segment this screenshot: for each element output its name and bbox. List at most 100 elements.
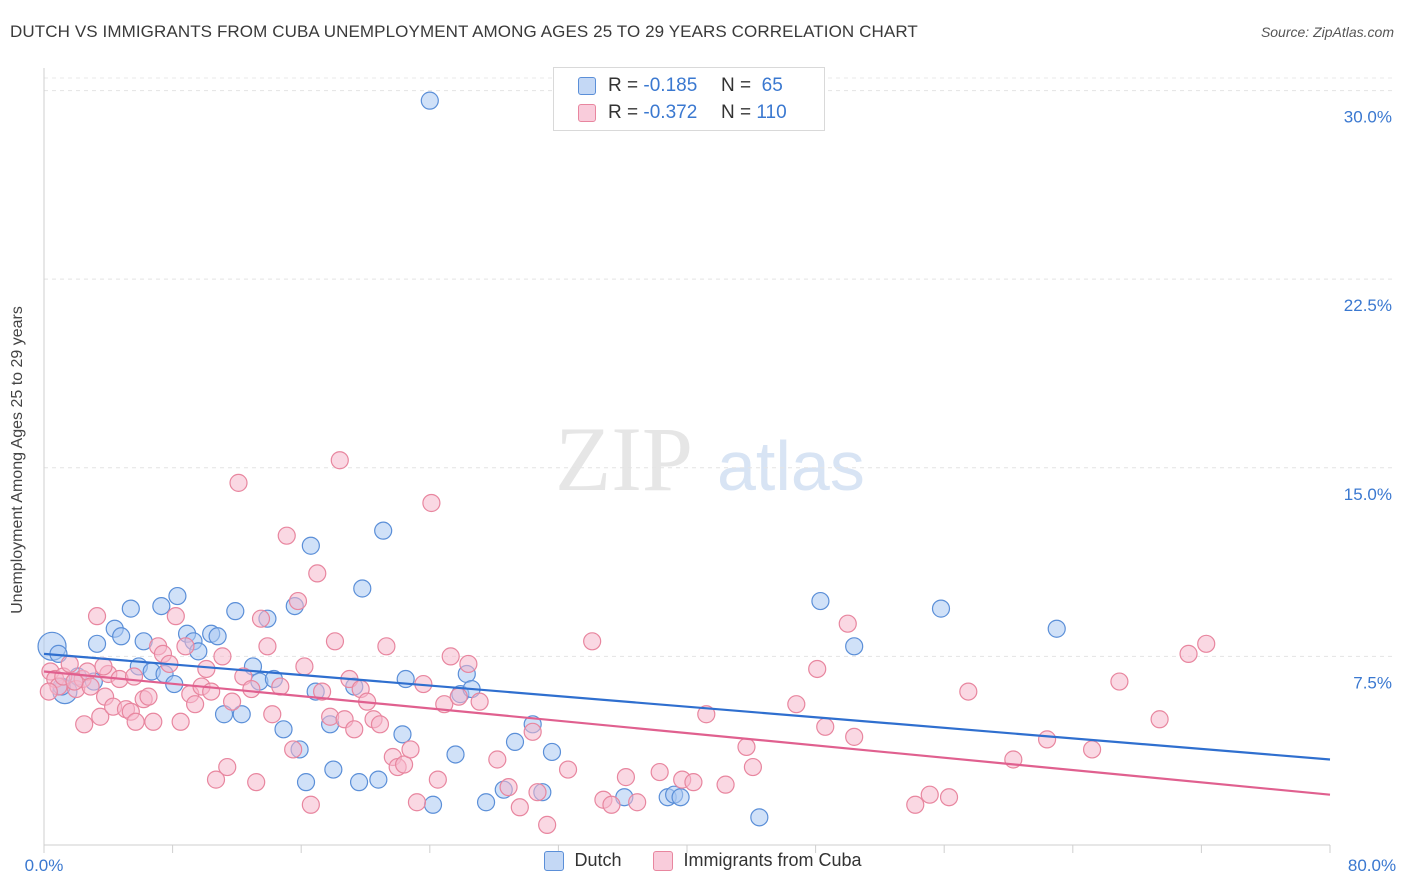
cuba-point xyxy=(538,815,557,834)
cuba-point xyxy=(628,793,647,812)
cuba-point xyxy=(60,654,79,674)
dutch-point xyxy=(121,599,140,618)
cuba-point xyxy=(284,740,303,759)
cuba-point xyxy=(743,757,763,777)
cuba-point xyxy=(583,632,602,651)
legend-r-label: R = xyxy=(608,102,639,123)
cuba-point xyxy=(301,795,320,814)
legend-n-label: N = xyxy=(721,75,752,96)
cuba-point xyxy=(906,795,925,814)
x-tick-label-left: 0.0% xyxy=(25,856,64,875)
cuba-point xyxy=(197,659,216,679)
cuba-point xyxy=(1150,710,1169,729)
legend-label-dutch: Dutch xyxy=(574,850,622,870)
dutch-point xyxy=(423,795,443,814)
cuba-point xyxy=(247,773,266,792)
chart-title: DUTCH VS IMMIGRANTS FROM CUBA UNEMPLOYME… xyxy=(10,22,918,41)
dutch-point xyxy=(811,591,830,611)
dutch-point xyxy=(112,627,131,646)
dutch-point xyxy=(353,579,372,598)
cuba-point xyxy=(65,672,84,691)
cuba-point xyxy=(441,647,460,666)
cuba-point xyxy=(277,526,296,545)
cuba-trend-line xyxy=(43,670,1331,796)
cuba-point xyxy=(407,793,427,812)
cuba-point xyxy=(186,695,205,714)
cuba-point xyxy=(401,740,420,759)
cuba-point xyxy=(370,715,390,734)
cuba-point xyxy=(470,692,489,711)
cuba-point xyxy=(523,722,542,741)
cuba-point xyxy=(602,795,621,814)
dutch-swatch xyxy=(578,77,596,95)
cuba-point xyxy=(330,451,349,470)
cuba-point xyxy=(787,695,806,714)
cuba-point xyxy=(218,757,237,777)
legend-r-value: -0.185 xyxy=(643,75,698,96)
dutch-point xyxy=(374,521,393,540)
legend-n-value: 110 xyxy=(756,102,787,123)
legend-r-value: -0.372 xyxy=(643,102,698,123)
cuba-point xyxy=(939,788,959,807)
cuba-point xyxy=(75,715,94,734)
dutch-point xyxy=(168,586,187,606)
source-label: Source: ZipAtlas.com xyxy=(1260,24,1394,40)
dutch-point xyxy=(208,627,227,646)
dutch-point xyxy=(1047,619,1066,638)
cuba-point xyxy=(91,707,110,726)
legend-label-cuba: Immigrants from Cuba xyxy=(683,850,862,870)
cuba-point xyxy=(345,720,364,739)
dutch-point xyxy=(369,770,388,789)
cuba-point xyxy=(428,770,447,789)
cuba-point xyxy=(213,647,232,666)
cuba-point xyxy=(510,798,529,817)
legend-r-label: R = xyxy=(608,75,639,96)
dutch-point xyxy=(324,760,343,779)
cuba-point xyxy=(1037,730,1057,749)
cuba-point xyxy=(716,775,735,794)
dutch-point xyxy=(845,637,864,656)
cuba-point xyxy=(222,692,242,711)
cuba-point xyxy=(126,712,145,731)
cuba-point xyxy=(394,755,414,774)
cuba-point xyxy=(616,768,636,787)
dutch-point xyxy=(232,705,251,724)
cuba-legend-swatch xyxy=(653,850,674,871)
series-legend: Dutch Immigrants from Cuba xyxy=(0,850,1406,871)
cuba-point xyxy=(258,637,277,656)
cuba-point xyxy=(229,473,248,492)
dutch-point xyxy=(87,634,107,653)
legend-item-cuba: Immigrants from Cuba xyxy=(653,850,862,871)
dutch-point xyxy=(226,602,245,621)
dutch-point xyxy=(393,725,412,744)
cuba-point xyxy=(1197,634,1216,653)
watermark-atlas: atlas xyxy=(717,427,865,505)
cuba-point xyxy=(528,783,547,802)
dutch-point xyxy=(542,742,562,762)
cuba-swatch xyxy=(578,104,596,122)
cuba-point xyxy=(1082,740,1102,759)
cuba-point xyxy=(838,614,857,633)
y-tick-label: 7.5% xyxy=(1353,673,1392,692)
cuba-point xyxy=(737,737,756,757)
cuba-point xyxy=(488,750,507,769)
cuba-point xyxy=(263,705,282,724)
cuba-point xyxy=(94,657,113,676)
dutch-trend-line xyxy=(43,652,1331,761)
cuba-point xyxy=(251,609,271,628)
dutch-point xyxy=(152,596,171,616)
correlation-legend: R = -0.185 N = 65 R = -0.372 N = 110 xyxy=(553,67,825,131)
cuba-point xyxy=(171,712,190,731)
legend-n-label: N = xyxy=(721,102,752,123)
legend-row-cuba: R = -0.372 N = 110 xyxy=(578,100,787,126)
cuba-point xyxy=(377,637,396,656)
cuba-point xyxy=(325,632,345,651)
cuba-point xyxy=(459,654,478,674)
dutch-point xyxy=(420,91,439,110)
cuba-point xyxy=(920,785,939,804)
x-tick-label-right: 80.0% xyxy=(1348,856,1396,875)
dutch-point xyxy=(671,788,690,807)
cuba-point xyxy=(1110,672,1129,691)
dutch-point xyxy=(750,808,769,827)
